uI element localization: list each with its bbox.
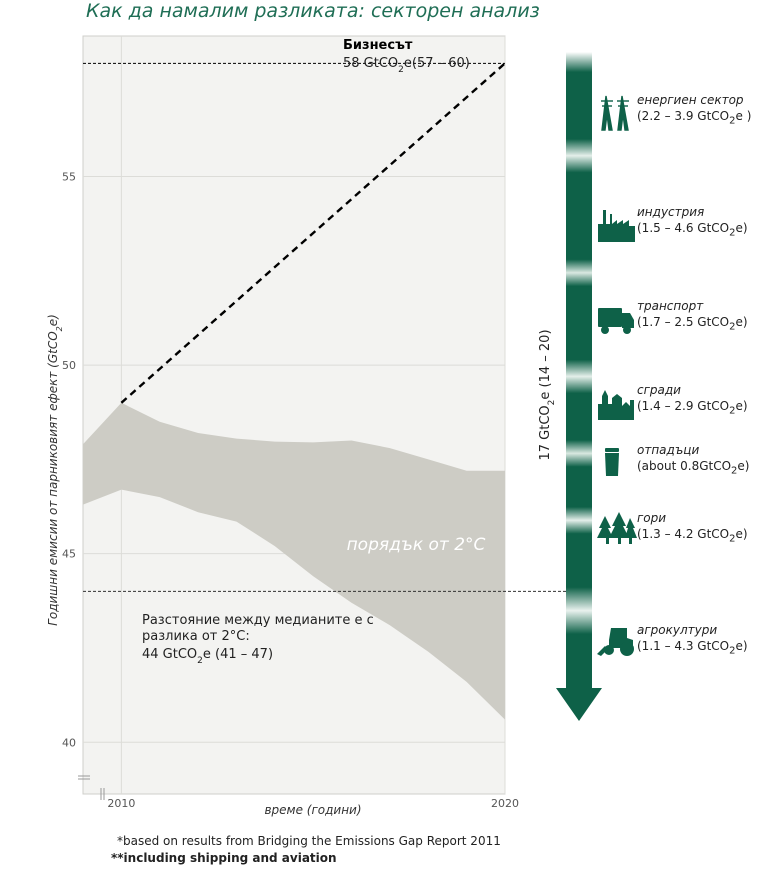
sector-value-end: e) [735, 221, 748, 235]
y-axis-title-end: e) [46, 314, 60, 326]
sector-value-sub: 2 [729, 227, 736, 239]
band-label: порядък от 2°C [347, 535, 486, 555]
arrow-label-end: e (14 – 20) [538, 329, 553, 399]
sector-transport: транспорт (1.7 – 2.5 GtCO2e) [597, 298, 777, 338]
sector-name: транспорт [637, 299, 704, 313]
truck-icon [598, 308, 634, 334]
sector-value: (1.1 – 4.3 GtCO2e) [637, 638, 748, 659]
plot-background [82, 35, 506, 795]
sector-value-main: (1.1 – 4.3 GtCO [637, 639, 730, 653]
y-tick-label: 40 [62, 736, 76, 749]
bau-label: Бизнесът [343, 38, 413, 53]
sector-buildings: сгради (1.4 – 2.9 GtCO2e) [597, 382, 777, 422]
sector-name: енергиен сектор [637, 93, 744, 107]
x-axis-ticks: 2010 2020 [100, 788, 519, 810]
bau-value: 58 GtCO2e(57 – 60) [343, 56, 470, 75]
sector-value-main: (1.4 – 2.9 GtCO [637, 399, 730, 413]
two-degree-band [83, 402, 505, 720]
y-axis-ticks: 40 45 50 55 [62, 170, 90, 780]
y-tick-label: 55 [62, 170, 76, 183]
sector-forests: гори (1.3 – 4.2 GtCO2e) [597, 510, 777, 550]
bau-value-end: e(57 – 60) [404, 56, 470, 71]
gap-label-line1: Разстояние между медианите е с [142, 613, 374, 628]
waste-bin-icon [605, 448, 619, 476]
sector-waste: отпадъци (about 0.8GtCO2e) [597, 442, 777, 482]
gap-value: 44 GtCO2e (41 – 47) [142, 647, 273, 666]
gap-value-end: e (41 – 47) [203, 647, 273, 662]
factory-icon [598, 210, 635, 242]
gap-value-main: 44 GtCO [142, 647, 197, 662]
arrow-label-main: 17 GtCO [538, 405, 553, 460]
sector-agriculture: агрокултури (1.1 – 4.3 GtCO2e) [597, 622, 777, 662]
sector-value-main: (2.2 – 3.9 GtCO [637, 109, 730, 123]
y-axis-title-main: Годишни емисии от парниковият ефект (GtC… [46, 331, 60, 626]
tractor-icon [597, 628, 634, 656]
sector-value-sub: 2 [729, 533, 736, 545]
sector-value-sub: 2 [731, 465, 738, 477]
power-tower-icon [601, 95, 629, 131]
sector-value: (2.2 – 3.9 GtCO2e ) [637, 108, 751, 129]
arrow-label-sub: 2 [547, 400, 557, 406]
sector-value: (1.7 – 2.5 GtCO2e) [637, 314, 748, 335]
sector-value-main: (1.5 – 4.6 GtCO [637, 221, 730, 235]
sector-value: (1.4 – 2.9 GtCO2e) [637, 398, 748, 419]
gap-value-sub: 2 [197, 656, 203, 666]
sector-value-sub: 2 [729, 405, 736, 417]
x-axis-title: време (години) [264, 803, 361, 817]
y-tick-label: 45 [62, 548, 76, 561]
sector-value-end: e) [735, 639, 748, 653]
buildings-icon [598, 390, 634, 420]
sector-value-main: (1.7 – 2.5 GtCO [637, 315, 730, 329]
reduction-arrow-label: 17 GtCO2e (14 – 20) [538, 329, 557, 460]
y-tick-label: 50 [62, 359, 76, 372]
sector-value-main: (about 0.8GtCO [637, 459, 732, 473]
y-axis-title: Годишни емисии от парниковият ефект (GtC… [46, 314, 64, 626]
sector-value-main: (1.3 – 4.2 GtCO [637, 527, 730, 541]
reduction-arrow [556, 52, 602, 721]
gap-label-line2: разлика от 2°C: [142, 629, 250, 644]
sector-name: гори [637, 511, 667, 525]
sector-name: отпадъци [637, 443, 700, 457]
sector-value-end: e) [735, 399, 748, 413]
sector-name: агрокултури [637, 623, 718, 637]
sector-value-end: e) [735, 527, 748, 541]
sector-industry: индустрия (1.5 – 4.6 GtCO2e) [597, 204, 777, 244]
y-axis-title-sub: 2 [55, 326, 64, 331]
trees-icon [597, 512, 637, 544]
sector-value-sub: 2 [729, 321, 736, 333]
sector-value-end: e ) [735, 109, 752, 123]
sector-value-end: e) [735, 315, 748, 329]
x-tick-label: 2020 [491, 797, 519, 810]
sector-energy: енергиен сектор (2.2 – 3.9 GtCO2e ) [597, 92, 777, 132]
sector-name: сгради [637, 383, 681, 397]
bau-value-sub: 2 [398, 65, 404, 75]
sector-value-sub: 2 [729, 115, 736, 127]
sector-value: (1.3 – 4.2 GtCO2e) [637, 526, 748, 547]
sector-name: индустрия [637, 205, 705, 219]
sector-value-end: e) [737, 459, 750, 473]
sector-value: (about 0.8GtCO2e) [637, 458, 749, 479]
business-as-usual-line [120, 62, 506, 404]
x-tick-label: 2010 [107, 797, 135, 810]
sector-value: (1.5 – 4.6 GtCO2e) [637, 220, 748, 241]
sector-value-sub: 2 [729, 645, 736, 657]
footnote-source: *based on results from Bridging the Emis… [117, 834, 501, 848]
footnote-shipping: **including shipping and aviation [111, 851, 337, 865]
chart-title: Как да намалим разликата: секторен анали… [86, 0, 540, 22]
bau-value-main: 58 GtCO [343, 56, 398, 71]
